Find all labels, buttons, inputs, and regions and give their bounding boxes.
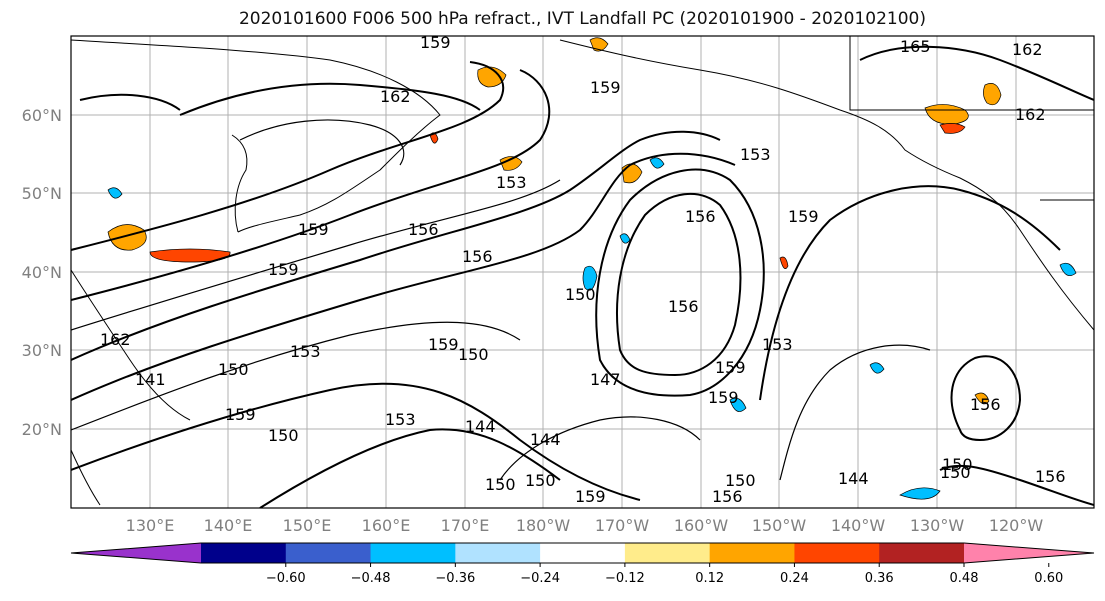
contour-label: 144 (465, 417, 496, 436)
contour-label: 147 (590, 370, 621, 389)
contour-label: 150 (485, 475, 516, 494)
contour-label: 156 (712, 487, 743, 506)
colorbar-bin (455, 543, 541, 563)
contour-label: 153 (290, 342, 321, 361)
contour-label: 153 (740, 145, 771, 164)
longitude-labels: 130°E 140°E 150°E 160°E 170°E 180°W 170°… (126, 516, 1044, 535)
colorbar-bin (794, 543, 880, 563)
contour-label: 150 (525, 471, 556, 490)
colorbar-tick-label: 0.48 (950, 571, 979, 586)
lon-label: 120°W (989, 516, 1044, 535)
colorbar-tick-label: −0.36 (435, 571, 475, 586)
lon-label: 170°W (595, 516, 650, 535)
contour-label: 153 (496, 173, 527, 192)
contour-label: 150 (458, 345, 489, 364)
contour-label: 159 (708, 388, 739, 407)
colorbar-bin (624, 543, 711, 563)
contour-label: 156 (408, 220, 439, 239)
lon-label: 150°W (752, 516, 807, 535)
colorbar-tick-label: 0.36 (865, 571, 894, 586)
contour-label: 150 (725, 471, 756, 490)
contour-label: 159 (268, 260, 299, 279)
contour-label: 162 (1012, 40, 1043, 59)
colorbar-tick-label: 0.24 (780, 571, 809, 586)
contour-label: 144 (838, 469, 869, 488)
latitude-labels: 60°N 50°N 40°N 30°N 20°N (22, 106, 62, 439)
contour-label: 159 (428, 335, 459, 354)
contour-labels: 159 159 162 153 165 162 162 159 156 159 … (100, 33, 1066, 506)
contour-label: 156 (970, 395, 1001, 414)
lon-label: 180°W (516, 516, 571, 535)
colorbar: −0.60 −0.48 −0.36 −0.24 −0.12 0.12 0.24 0.36 0.4… (70, 542, 1095, 586)
colorbar-bin (370, 543, 456, 563)
contour-label: 150 (565, 285, 596, 304)
contour-label: 141 (135, 370, 166, 389)
contour-label: 165 (900, 37, 931, 56)
contour-label: 159 (788, 207, 819, 226)
lon-label: 160°W (674, 516, 729, 535)
contour-label: 159 (575, 487, 606, 506)
coastlines (71, 36, 1094, 506)
colorbar-outline (70, 542, 1095, 564)
plot-frame (70, 35, 1095, 509)
colorbar-tick-label: −0.24 (520, 571, 560, 586)
thin-contours (71, 119, 931, 481)
contour-label: 162 (380, 87, 411, 106)
refractivity-shading (107, 37, 1077, 500)
contour-label: 159 (298, 220, 329, 239)
contour-label: 150 (942, 455, 973, 474)
contour-label: 150 (940, 463, 971, 482)
colorbar-bin (709, 543, 795, 563)
colorbar-bin (201, 543, 287, 563)
colorbar-bin (879, 543, 965, 563)
lon-label: 140°W (831, 516, 886, 535)
lon-label: 150°E (283, 516, 332, 535)
contour-label: 144 (530, 430, 561, 449)
contour-label: 159 (715, 358, 746, 377)
map-title: 2020101600 F006 500 hPa refract., IVT La… (238, 9, 926, 29)
colorbar-tick-label: −0.48 (351, 571, 391, 586)
contour-label: 153 (385, 410, 416, 429)
contour-label: 159 (420, 33, 451, 52)
height-contours (71, 45, 1094, 508)
contour-label: 156 (462, 247, 493, 266)
contour-label: 159 (225, 405, 256, 424)
contour-label: 150 (218, 360, 249, 379)
lat-label: 40°N (22, 263, 62, 282)
lon-label: 130°E (126, 516, 175, 535)
colorbar-tick-label: 0.60 (1034, 571, 1063, 586)
contour-label: 156 (685, 207, 716, 226)
lon-label: 170°E (441, 516, 490, 535)
lat-label: 60°N (22, 106, 62, 125)
contour-label: 153 (762, 335, 793, 354)
lat-label: 20°N (22, 420, 62, 439)
lon-label: 140°E (204, 516, 253, 535)
contour-label: 150 (268, 426, 299, 445)
contour-label: 162 (100, 330, 131, 349)
colorbar-tick-label: −0.60 (266, 571, 306, 586)
colorbar-extend-high (964, 543, 1094, 563)
colorbar-bin (540, 543, 626, 563)
contour-label: 156 (1035, 467, 1066, 486)
colorbar-bin (285, 543, 372, 563)
contour-label: 159 (590, 78, 621, 97)
colorbar-extend-low (71, 543, 201, 563)
colorbar-tick-label: 0.12 (695, 571, 724, 586)
colorbar-tick-label: −0.12 (605, 571, 645, 586)
contour-label: 156 (668, 297, 699, 316)
contour-label: 162 (1015, 105, 1046, 124)
lon-label: 160°E (362, 516, 411, 535)
lat-label: 30°N (22, 341, 62, 360)
lat-label: 50°N (22, 184, 62, 203)
lon-label: 130°W (910, 516, 965, 535)
